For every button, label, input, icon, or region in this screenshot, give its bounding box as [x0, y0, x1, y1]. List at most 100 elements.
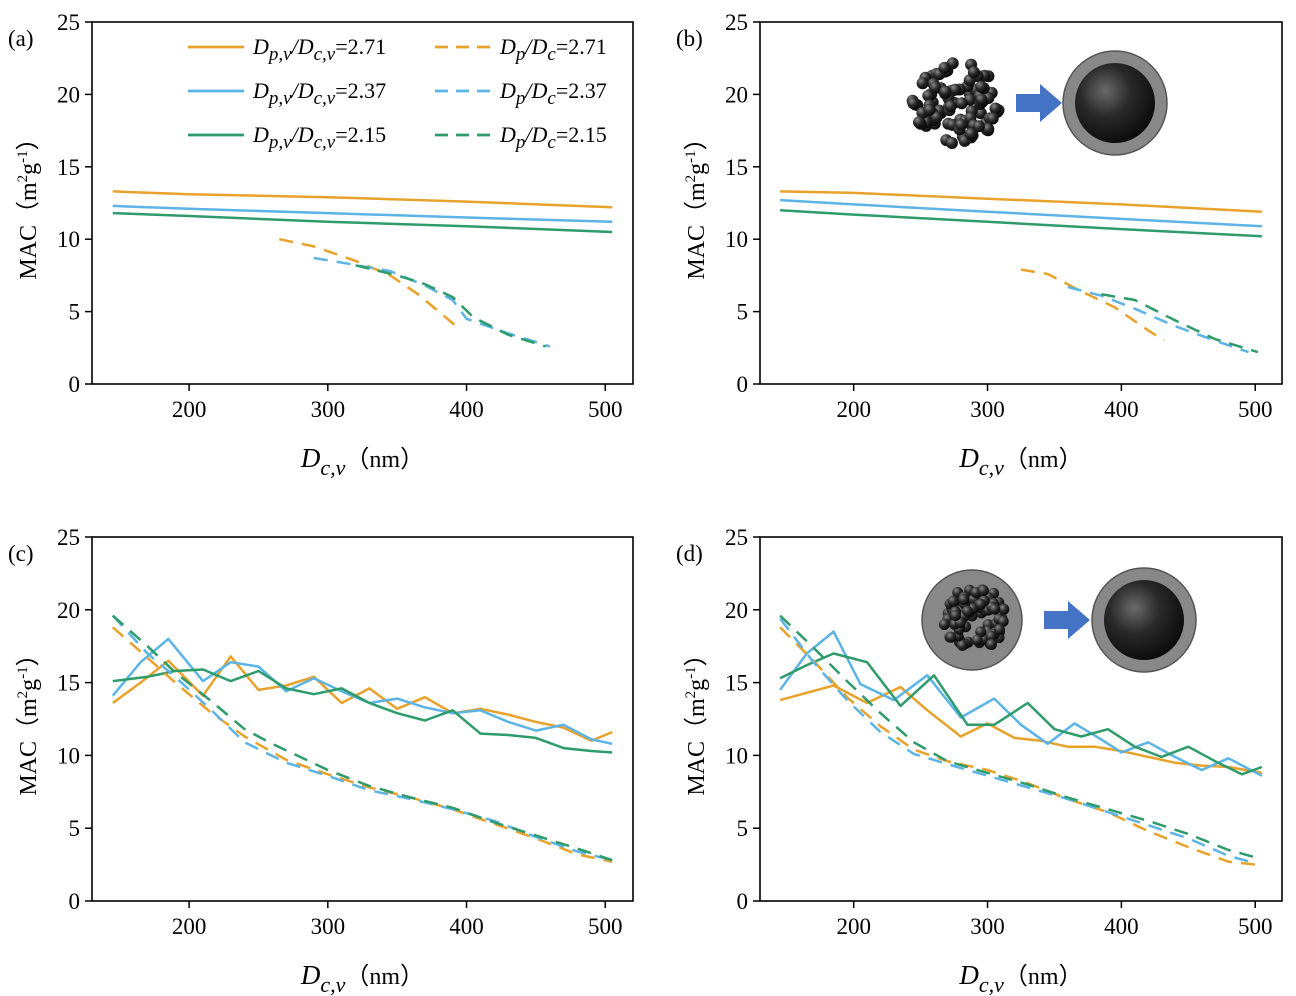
x-tick-label: 400	[1104, 914, 1139, 939]
y-tick-label: 20	[725, 598, 748, 623]
plot-frame	[759, 21, 1283, 385]
plot-frame	[759, 536, 1283, 902]
inset-d-schematic	[921, 567, 1197, 673]
particle-sphere	[913, 116, 925, 129]
legend: Dp,v/Dc,v=2.71 Dp/Dc=2.71 Dp,v/Dc,v=2.37 Dp…	[188, 34, 607, 153]
series-line	[111, 614, 613, 862]
particle-sphere	[975, 93, 988, 106]
plot-frame	[91, 536, 634, 902]
y-tick-label: 10	[57, 743, 80, 768]
y-tick-label: 15	[57, 155, 80, 180]
particle-sphere	[958, 594, 970, 605]
x-tick-label: 500	[588, 914, 623, 939]
y-tick-label: 25	[57, 525, 80, 550]
particle-sphere	[975, 598, 987, 610]
y-axis-label: MAC（m2g-1）	[683, 642, 710, 795]
particle-sphere	[986, 112, 999, 125]
inset-b-schematic	[906, 50, 1168, 156]
y-tick-label: 10	[57, 227, 80, 252]
y-tick-label: 25	[725, 525, 748, 550]
series-line	[779, 614, 1256, 859]
particle-sphere	[974, 107, 987, 120]
y-axis-label: MAC（m2g-1）	[15, 642, 42, 795]
particle-sphere	[923, 103, 936, 116]
plot-frame	[91, 21, 634, 385]
particle-sphere	[989, 102, 1002, 115]
legend-label: Dp,v/Dc,v=2.15	[252, 122, 386, 153]
particle-sphere	[975, 626, 987, 638]
y-tick-label: 15	[57, 671, 80, 696]
series-line	[780, 208, 1262, 238]
particle-sphere	[944, 100, 957, 113]
y-tick-label: 10	[725, 743, 748, 768]
x-tick-label: 300	[311, 914, 346, 939]
series-line	[112, 204, 613, 224]
series-line	[779, 684, 1263, 775]
y-tick-label: 20	[725, 82, 748, 107]
y-tick-label: 20	[57, 82, 80, 107]
particle-sphere	[997, 615, 1009, 627]
series-line	[1067, 285, 1249, 354]
x-axis-label: Dc,v（nm）	[300, 443, 424, 480]
y-tick-label: 5	[737, 816, 749, 841]
y-tick-label: 15	[725, 671, 748, 696]
x-tick-label: 400	[449, 397, 484, 422]
x-tick-label: 500	[588, 397, 623, 422]
particle-sphere	[986, 639, 997, 650]
panel-label: (a)	[8, 26, 34, 51]
particle-sphere	[965, 127, 977, 140]
particle-sphere	[993, 624, 1005, 636]
series-line	[355, 264, 546, 348]
legend-item: Dp/Dc=2.15	[435, 122, 607, 153]
particle-sphere	[962, 605, 973, 617]
panel-label: (d)	[676, 541, 703, 566]
y-tick-label: 10	[725, 227, 748, 252]
x-tick-label: 300	[311, 397, 346, 422]
legend-label: Dp/Dc=2.15	[499, 122, 607, 153]
series-line	[779, 630, 1263, 777]
legend-item: Dp/Dc=2.71	[435, 34, 607, 65]
legend-label: Dp,v/Dc,v=2.71	[252, 34, 386, 65]
particle-sphere	[972, 120, 985, 133]
x-axis-label: Dc,v（nm）	[300, 960, 424, 996]
series-line	[779, 626, 1256, 866]
panel-a: 200 300 400 500 0 5 10 15 20 25 (a) MAC（m2g-1） Dc,v（…	[8, 10, 634, 480]
arrow-icon	[1044, 601, 1090, 639]
y-axis-label: MAC（m2g-1）	[15, 126, 42, 279]
particle-sphere	[938, 619, 950, 630]
series-line	[111, 614, 613, 862]
x-tick-label: 200	[172, 914, 207, 939]
x-tick-label: 500	[1238, 914, 1273, 939]
y-tick-label: 0	[69, 372, 81, 397]
panel-label: (b)	[676, 26, 703, 51]
particle-sphere	[977, 585, 989, 596]
panel-label: (c)	[8, 541, 34, 566]
x-tick-label: 200	[836, 914, 871, 939]
x-tick-label: 300	[970, 397, 1005, 422]
x-tick-label: 500	[1238, 397, 1273, 422]
y-tick-label: 20	[57, 598, 80, 623]
x-tick-label: 200	[172, 397, 207, 422]
x-tick-label: 200	[836, 397, 871, 422]
particle-sphere	[916, 77, 929, 90]
particle-sphere	[949, 83, 962, 96]
y-tick-label: 15	[725, 155, 748, 180]
particle-sphere	[947, 595, 959, 607]
particle-sphere	[956, 639, 968, 651]
y-axis-label: MAC（m2g-1）	[683, 126, 710, 279]
series-line	[780, 198, 1262, 228]
y-tick-label: 0	[69, 889, 81, 914]
particle-sphere	[939, 85, 952, 98]
series-line	[279, 237, 461, 330]
y-tick-label: 5	[69, 816, 81, 841]
particle-sphere	[975, 80, 988, 93]
panel-b: 200 300 400 500 0 5 10 15 20 25 (b) MAC（m2g-1） Dc,v（…	[676, 10, 1283, 480]
particle-sphere	[967, 66, 980, 79]
series-line	[112, 190, 613, 209]
x-axis-label: Dc,v（nm）	[958, 960, 1082, 996]
x-tick-label: 400	[1104, 397, 1139, 422]
y-tick-label: 5	[69, 300, 81, 325]
series-line	[780, 190, 1262, 213]
series-line	[779, 652, 1263, 776]
panel-c: 200 300 400 500 0 5 10 15 20 25 (c) MAC（m2g-1） Dc,v（…	[8, 525, 634, 996]
